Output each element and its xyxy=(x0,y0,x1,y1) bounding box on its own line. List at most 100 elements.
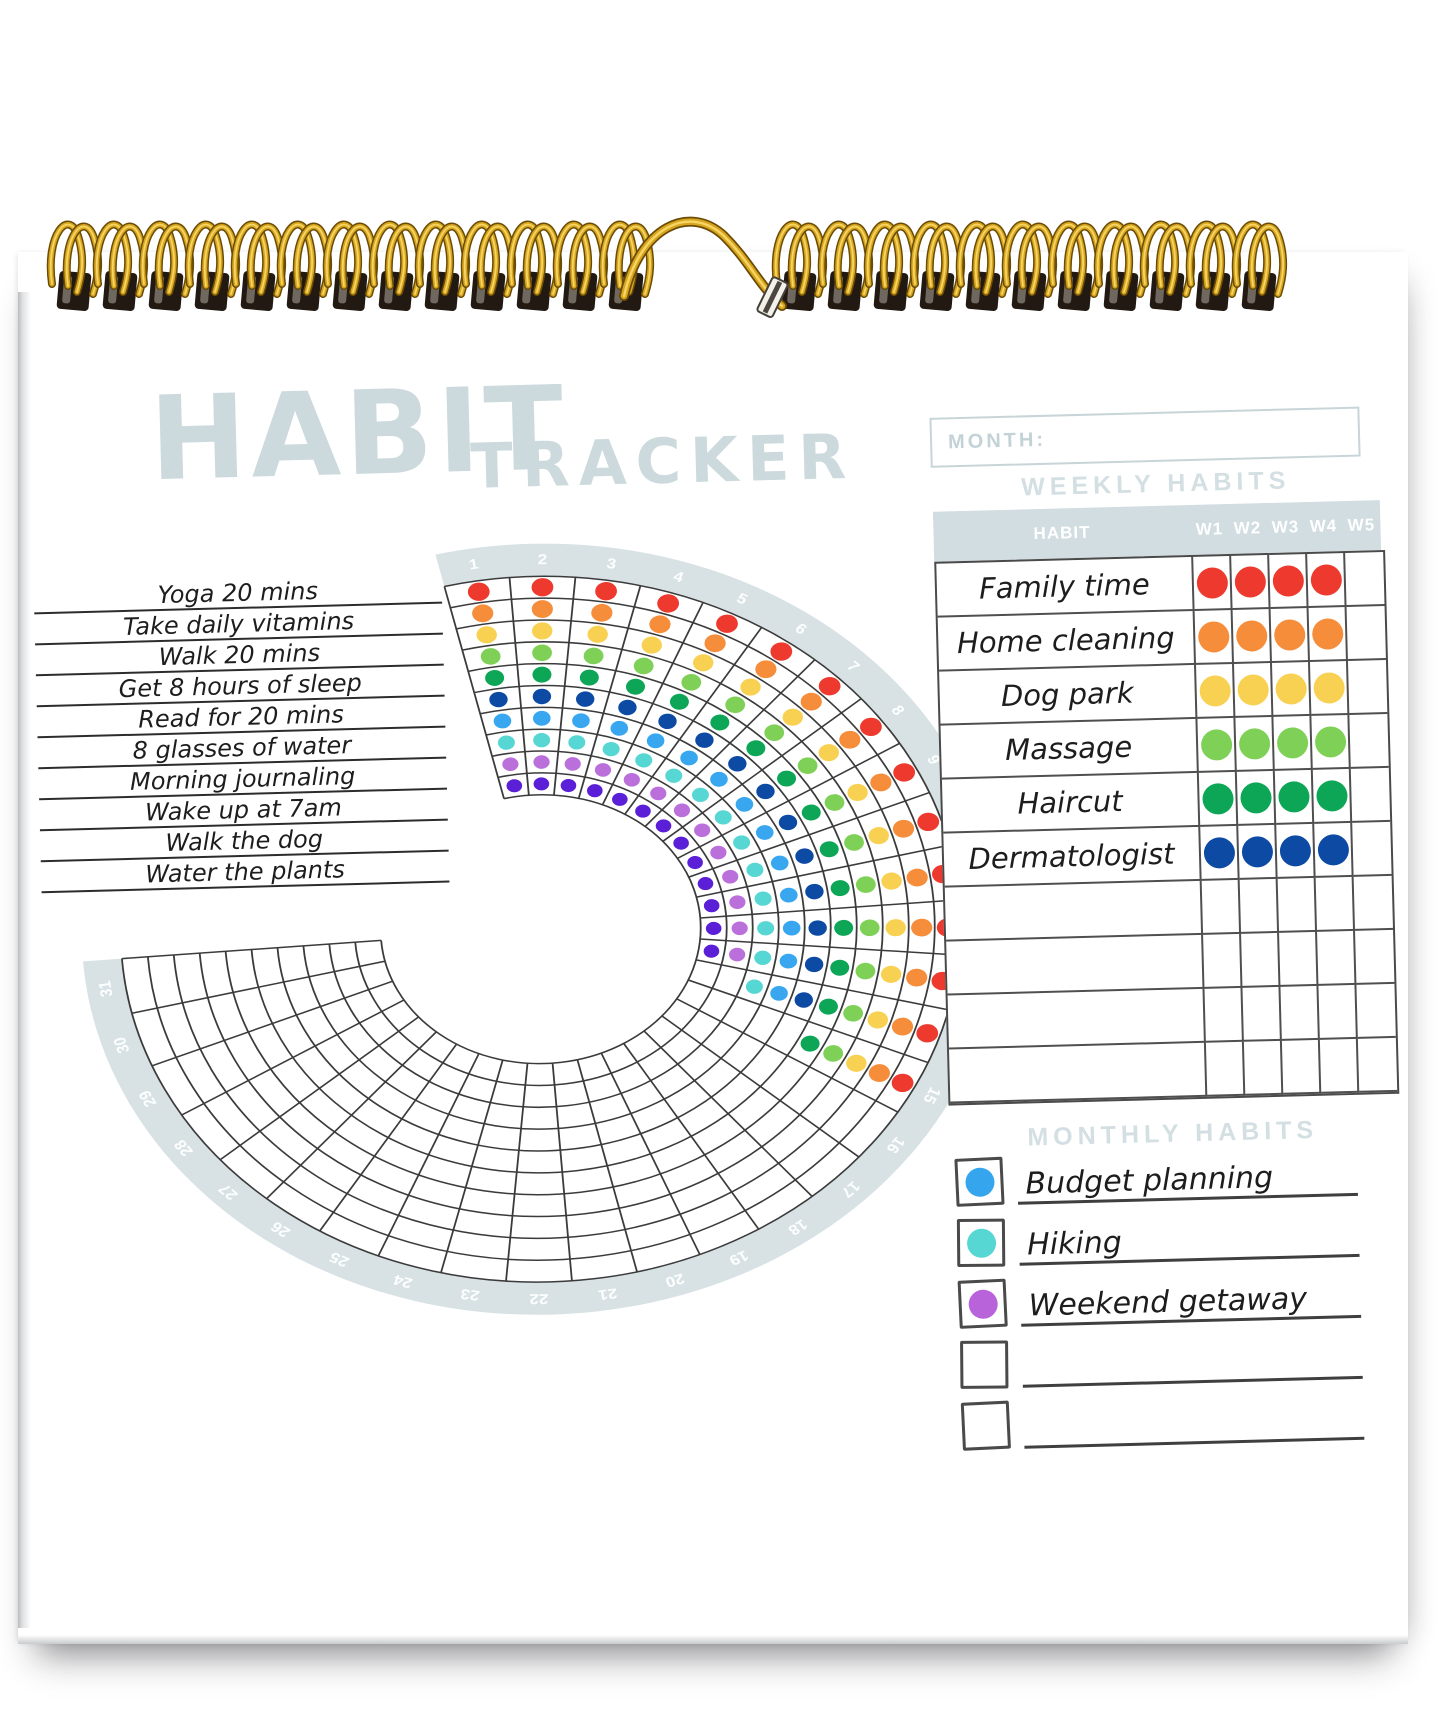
weekly-habit-name-cell: Dermatologist xyxy=(943,826,1202,888)
habit-day-dot xyxy=(658,713,677,730)
week-done-dot xyxy=(1233,565,1266,598)
week-cell xyxy=(1357,1037,1398,1093)
binding-coil xyxy=(46,220,103,311)
habit-day-dot xyxy=(649,615,671,634)
week-done-dot xyxy=(1276,726,1308,759)
week-cell xyxy=(1353,875,1394,931)
habit-day-dot xyxy=(703,899,720,913)
day-number: 18 xyxy=(784,1216,810,1238)
week-done-dot xyxy=(1316,833,1349,866)
week-cell xyxy=(1269,553,1309,609)
habit-day-dot xyxy=(729,947,746,962)
habit-day-dot xyxy=(692,654,714,672)
day-grid-line xyxy=(553,577,577,796)
week-cell xyxy=(1201,879,1242,935)
habit-day-dot xyxy=(847,783,868,802)
binding-coil xyxy=(1185,220,1242,311)
binding-coil xyxy=(92,220,149,311)
month-label: MONTH: xyxy=(947,428,1047,453)
habit-day-dot xyxy=(697,877,714,891)
habit-day-dot xyxy=(756,783,775,800)
day-number: 29 xyxy=(136,1088,161,1109)
week-done-dot xyxy=(1311,617,1344,650)
day-grid-line xyxy=(644,659,816,828)
week-cell xyxy=(1197,717,1237,773)
habit-day-dot xyxy=(602,741,620,757)
habit-day-dot xyxy=(710,714,730,731)
week-cell xyxy=(1317,930,1357,986)
habit-day-dot xyxy=(846,1054,867,1072)
habit-day-dot xyxy=(532,666,552,683)
checkbox xyxy=(956,1218,1006,1267)
week-cell xyxy=(1346,605,1386,661)
weekly-habit-name-cell: Haircut xyxy=(941,772,1201,834)
weekly-habit-name-cell: Massage xyxy=(940,718,1199,780)
habit-day-dot xyxy=(591,603,613,622)
week-header-w5: W5 xyxy=(1347,515,1376,535)
week-done-dot xyxy=(1241,835,1273,868)
habit-day-dot xyxy=(819,841,839,858)
habit-day-dot xyxy=(844,834,864,851)
habit-day-dot xyxy=(770,642,793,661)
binding-coil xyxy=(1139,220,1196,311)
habit-day-dot xyxy=(650,786,667,801)
habit-day-dot xyxy=(891,1073,914,1093)
day-grid-line xyxy=(505,1063,529,1282)
week-cell xyxy=(1352,821,1392,877)
week-done-dot xyxy=(1279,834,1311,867)
habit-day-dot xyxy=(531,578,554,597)
habit-day-dot xyxy=(745,979,763,994)
habit-day-dot xyxy=(587,784,603,798)
ring-grid-line xyxy=(198,641,884,1218)
day-grid-line xyxy=(601,602,704,806)
habit-day-dot xyxy=(623,773,640,787)
weekly-habit-name-cell xyxy=(948,1042,1208,1104)
habit-day-dot xyxy=(485,669,505,686)
habit-day-dot xyxy=(595,582,617,601)
week-done-dot xyxy=(1277,780,1310,813)
habit-day-dot xyxy=(808,920,827,936)
weekly-habit-name: Family time xyxy=(978,567,1151,606)
day-grid-line xyxy=(696,844,950,898)
monthly-habit-entry-line: Weekend getaway xyxy=(1019,1267,1362,1327)
habit-day-dot xyxy=(740,678,761,696)
monthly-habit-label: Hiking xyxy=(1026,1224,1123,1263)
habit-day-dot xyxy=(532,622,553,640)
binding-coil xyxy=(414,220,471,311)
day-grid-line xyxy=(576,1059,638,1273)
habit-day-dot xyxy=(804,956,824,973)
week-done-dot xyxy=(1273,618,1306,651)
week-cell xyxy=(1276,823,1316,879)
habit-day-dot xyxy=(729,895,746,909)
week-cell xyxy=(1355,929,1395,985)
habit-day-dot xyxy=(885,919,906,937)
monthly-habit-entry-line xyxy=(1023,1389,1365,1449)
habit-day-dot xyxy=(780,887,798,903)
week-header-w3: W3 xyxy=(1271,517,1300,537)
habit-day-dot xyxy=(764,724,785,742)
habit-day-dot xyxy=(911,918,933,937)
habit-day-dot xyxy=(860,717,882,737)
habit-day-dot xyxy=(493,713,512,729)
habit-day-dot xyxy=(839,730,861,749)
day-number: 30 xyxy=(110,1035,133,1055)
weekly-habit-name: Dermatologist xyxy=(968,836,1175,876)
habit-day-dot xyxy=(635,753,653,768)
day-grid-line xyxy=(151,980,393,1067)
habit-day-dot xyxy=(579,669,599,686)
habit-day-dot xyxy=(906,968,928,987)
day-grid-line xyxy=(600,1052,701,1255)
binding-coil xyxy=(184,220,241,311)
habit-day-dot xyxy=(870,773,892,792)
habit-day-dot xyxy=(560,778,577,793)
ring-grid-line xyxy=(172,619,910,1240)
ring-grid-line xyxy=(146,597,936,1261)
habit-day-dot xyxy=(705,921,722,935)
weekly-habit-name: Haircut xyxy=(1017,783,1124,821)
week-cell xyxy=(1204,987,1244,1043)
day-number: 19 xyxy=(726,1247,751,1268)
week-cell xyxy=(1238,824,1278,880)
habit-day-dot xyxy=(746,862,764,878)
habit-day-dot xyxy=(716,614,738,633)
